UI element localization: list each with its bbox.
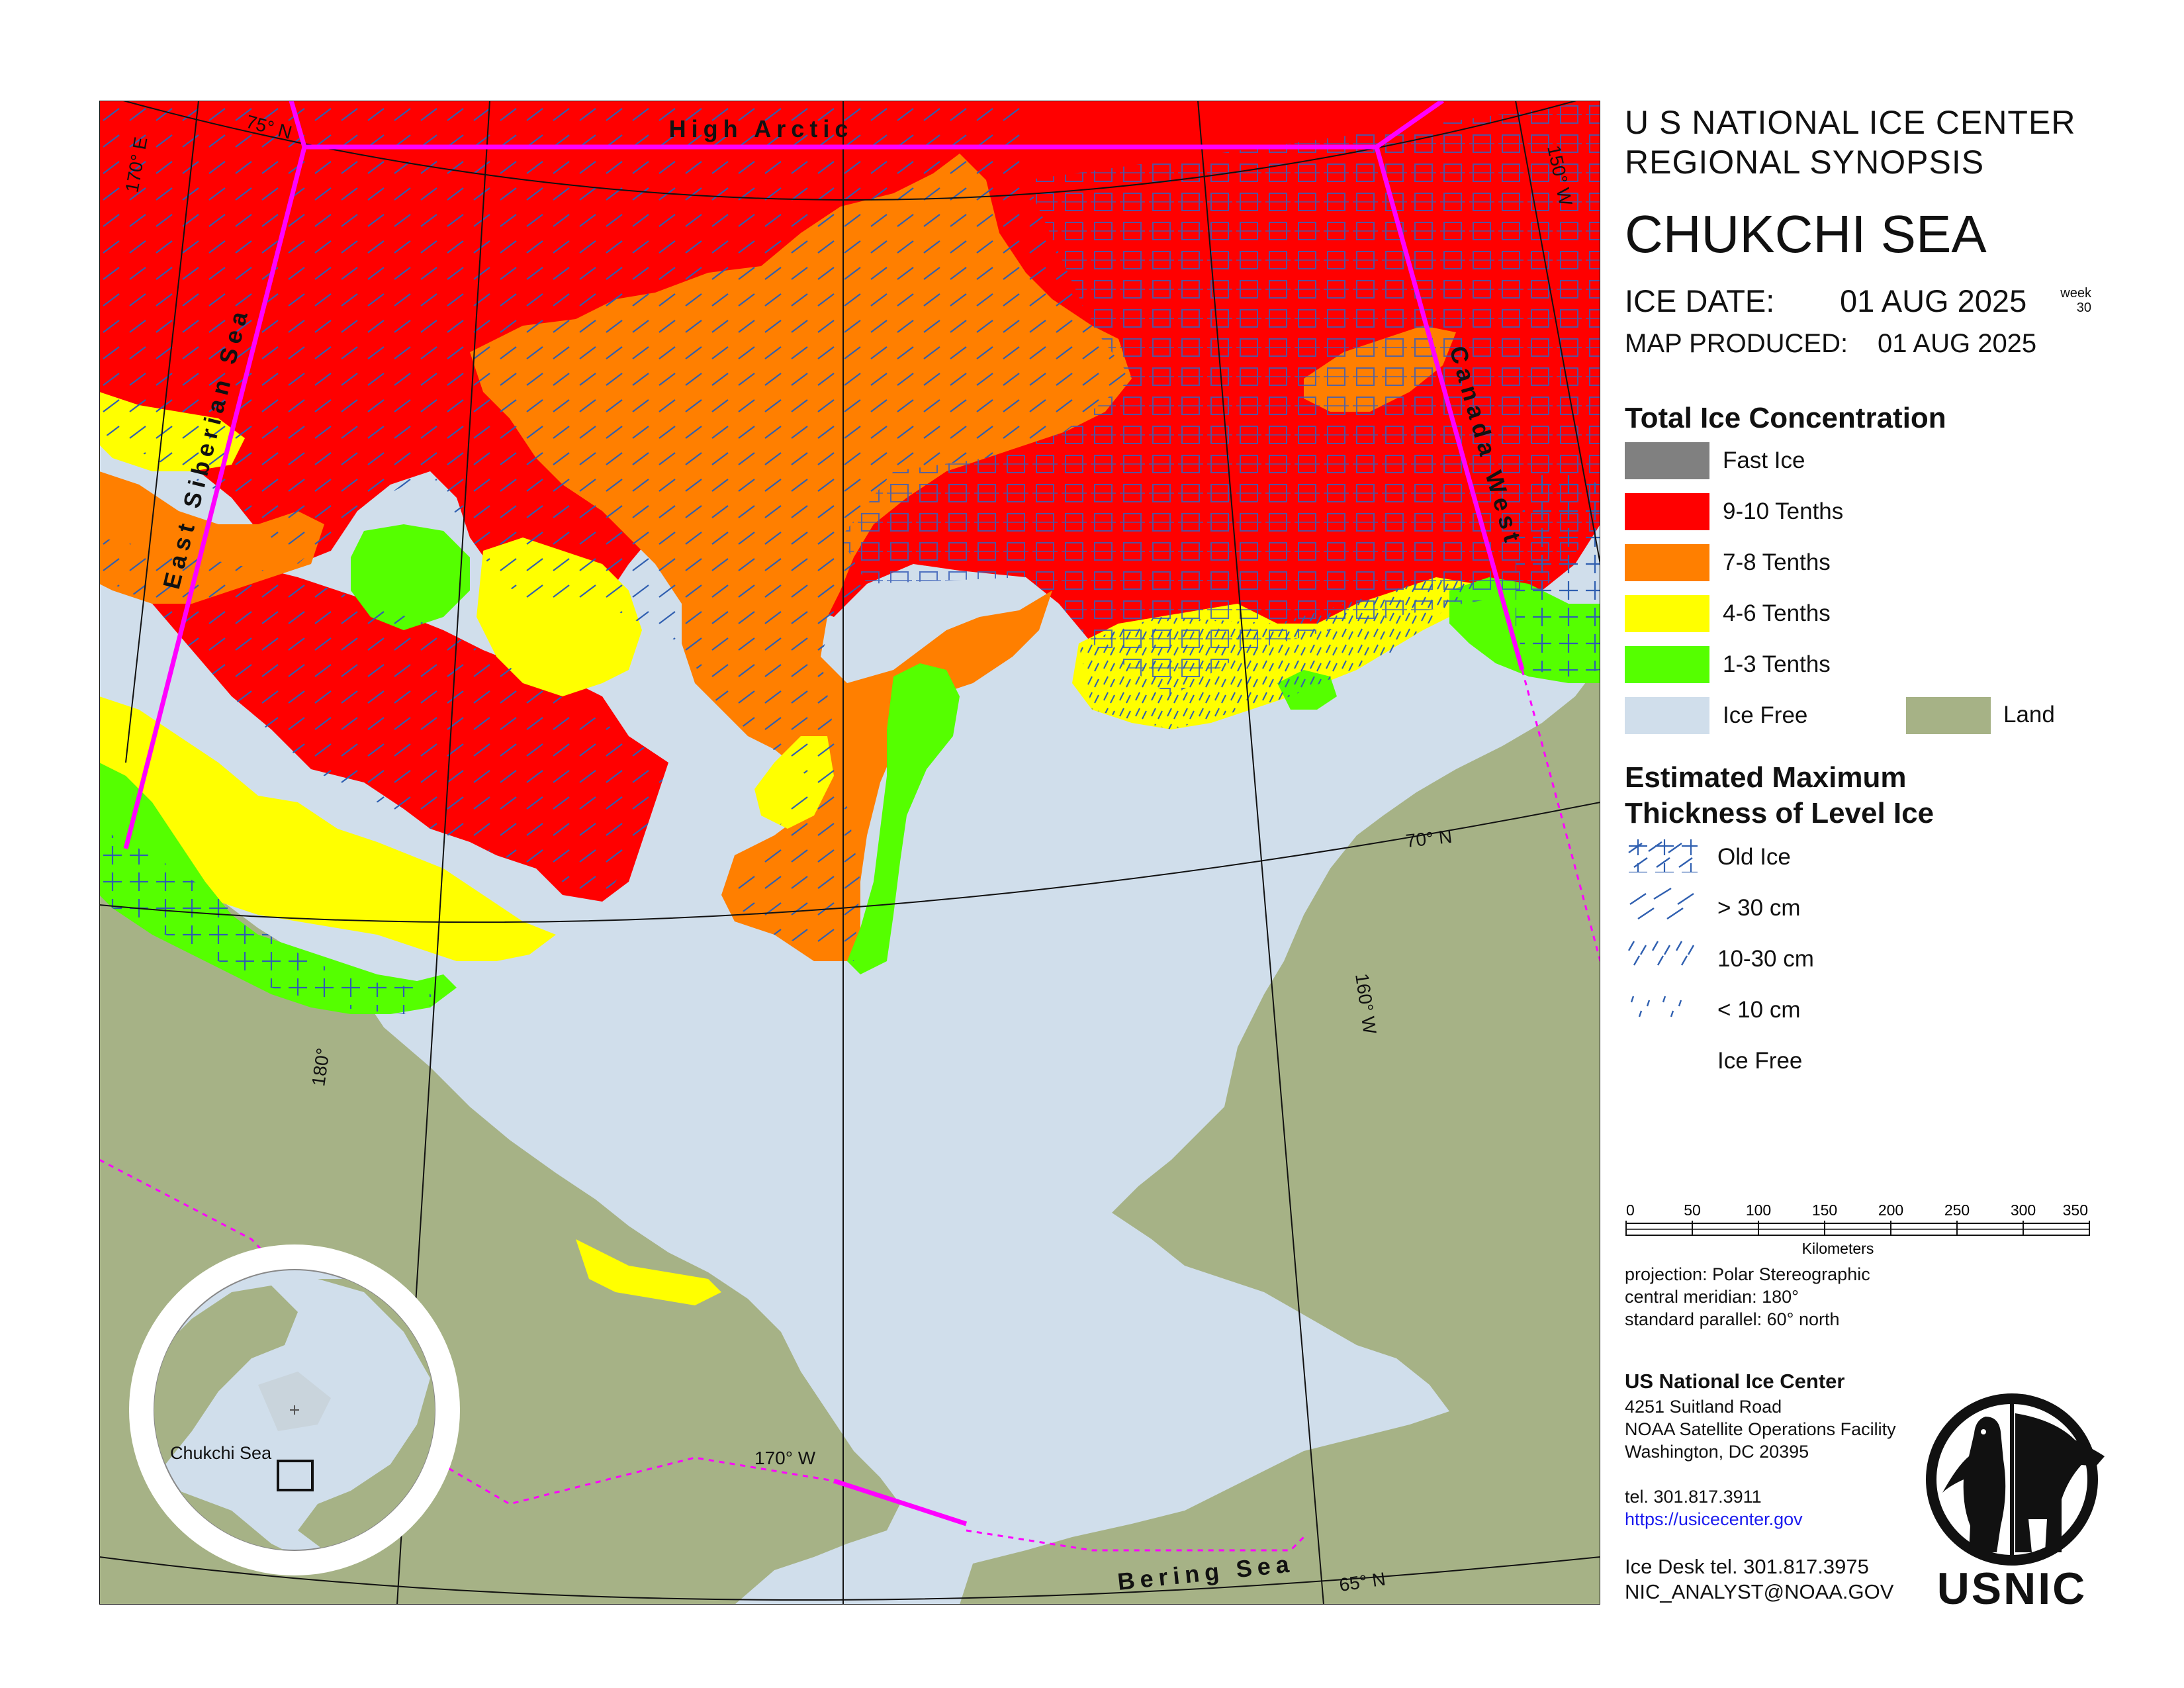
scale-tick-label: 150 xyxy=(1812,1201,1837,1219)
ice-1-3-southcentral xyxy=(847,663,960,974)
boundary-east-siberian xyxy=(123,146,307,849)
legend-thickness-swatches xyxy=(1625,839,1698,1017)
contact-org: US National Ice Center xyxy=(1625,1370,1845,1393)
legend-swatch-9-10-tenths xyxy=(1625,493,1709,530)
legend-swatch-ice-free xyxy=(1625,697,1709,734)
polar-bear-icon xyxy=(2015,1413,2105,1552)
legend-swatch-7-8-tenths xyxy=(1625,544,1709,581)
scale-tick-label: 350 xyxy=(2063,1201,2088,1219)
projection-line2: central meridian: 180° xyxy=(1625,1287,1799,1307)
legend-thickness-label-0: Old Ice xyxy=(1717,844,1791,870)
graticule-lon-170e xyxy=(125,101,199,763)
inset-region-box xyxy=(277,1460,314,1491)
boundary-bering xyxy=(833,1478,968,1526)
legend-thickness-label-3: < 10 cm xyxy=(1717,997,1801,1023)
boundary-eez-bering xyxy=(966,1529,1305,1552)
graticule-lon-150w xyxy=(1515,101,1600,565)
legend-thickness-label-1: > 30 cm xyxy=(1717,895,1801,921)
region-label-high-arctic: High Arctic xyxy=(669,115,854,142)
scale-tick-label: 200 xyxy=(1878,1201,1903,1219)
legend-label-ice-free: Ice Free xyxy=(1723,702,1808,728)
legend-label-land: Land xyxy=(2003,702,2055,727)
thickness-dash-north xyxy=(99,101,1132,961)
boundary-eez-south xyxy=(99,1158,835,1505)
scale-bar: 0 50 100 150 200 250 300 350 Kilometers xyxy=(1625,1201,2090,1257)
scale-tick-label: 100 xyxy=(1746,1201,1771,1219)
header-line1: U S NATIONAL ICE CENTER xyxy=(1625,104,2076,141)
graticule-label-70n: 70° N xyxy=(1404,826,1453,851)
legend-concentration-title: Total Ice Concentration xyxy=(1625,402,1946,434)
thickness-old-ice-north xyxy=(841,101,1600,696)
contact-url-link[interactable]: https://usicecenter.gov xyxy=(1625,1509,1803,1529)
ice-date-value: 01 AUG 2025 xyxy=(1840,283,2027,318)
penguin-icon xyxy=(1942,1417,2006,1552)
ice-1-3-central xyxy=(351,524,470,630)
scale-tick-label: 250 xyxy=(1944,1201,1970,1219)
legend-thickness-title-2: Thickness of Level Ice xyxy=(1625,797,1934,829)
contact-address3: Washington, DC 20395 xyxy=(1625,1442,1809,1462)
legend-swatch-4-6-tenths xyxy=(1625,595,1709,632)
contact-address1: 4251 Suitland Road xyxy=(1625,1397,1782,1417)
thickness-cross-east xyxy=(1516,465,1600,677)
legend-thickness-label-4: Ice Free xyxy=(1717,1048,1803,1074)
projection-line1: projection: Polar Stereographic xyxy=(1625,1264,1870,1284)
thickness-cross-southwest xyxy=(99,829,443,1014)
contact-address2: NOAA Satellite Operations Facility xyxy=(1625,1419,1896,1439)
legend-thickness-title-1: Estimated Maximum xyxy=(1625,761,1907,794)
thickness-small-east xyxy=(1079,577,1476,729)
scale-unit-label: Kilometers xyxy=(1802,1240,1874,1257)
legend-label-4-6-tenths: 4-6 Tenths xyxy=(1723,600,1831,626)
graticule-lat-70 xyxy=(99,802,1600,923)
contact-ice-desk: Ice Desk tel. 301.817.3975 xyxy=(1625,1555,1869,1578)
land-alaska xyxy=(960,663,1600,1605)
boundary-high-arctic xyxy=(289,101,1445,150)
week-label: week xyxy=(2060,286,2091,301)
legend-swatch-1-3-tenths xyxy=(1625,646,1709,683)
inset-label: Chukchi Sea xyxy=(170,1443,272,1463)
legend-label-fast-ice: Fast Ice xyxy=(1723,447,1805,473)
ice-chart-map: High Arctic East Siberian Sea Canada Wes… xyxy=(99,101,1600,1605)
map-produced-value: 01 AUG 2025 xyxy=(1878,329,2037,358)
contact-email[interactable]: NIC_ANALYST@NOAA.GOV xyxy=(1625,1580,1894,1603)
scale-tick-label: 300 xyxy=(2011,1201,2036,1219)
legend-swatch-fast-ice xyxy=(1625,442,1709,479)
page-title: CHUKCHI SEA xyxy=(1625,205,1987,263)
header-line2: REGIONAL SYNOPSIS xyxy=(1625,144,1985,181)
ice-1-3-southwest xyxy=(99,763,457,1014)
graticule-label-170w: 170° W xyxy=(754,1448,816,1468)
legend-thickness-label-2: 10-30 cm xyxy=(1717,946,1814,972)
projection-line3: standard parallel: 60° north xyxy=(1625,1309,1840,1329)
boundary-eez-east xyxy=(1521,669,1600,962)
legend-label-1-3-tenths: 1-3 Tenths xyxy=(1723,651,1831,677)
legend-label-9-10-tenths: 9-10 Tenths xyxy=(1723,498,1844,524)
ice-4-6-south-isle xyxy=(576,1239,721,1305)
usnic-logo: USNIC xyxy=(1926,1393,2105,1612)
land-south-islands xyxy=(1079,1544,1158,1583)
graticule-lon-160w xyxy=(1197,101,1324,1605)
logo-text: USNIC xyxy=(1937,1564,2087,1612)
contact-tel: tel. 301.817.3911 xyxy=(1625,1487,1762,1507)
scale-tick-label: 0 xyxy=(1626,1201,1635,1219)
week-number: 30 xyxy=(2076,301,2091,315)
map-produced-label: MAP PRODUCED: xyxy=(1625,329,1848,358)
legend-panel: U S NATIONAL ICE CENTER REGIONAL SYNOPSI… xyxy=(1625,99,2167,1675)
week-badge: week 30 xyxy=(2052,286,2091,315)
thickness-dash-south xyxy=(99,538,668,902)
ice-date-label: ICE DATE: xyxy=(1625,283,1775,318)
legend-label-7-8-tenths: 7-8 Tenths xyxy=(1723,549,1831,575)
boundary-canada-west xyxy=(1374,146,1525,671)
graticule-lat-65 xyxy=(99,1556,1600,1601)
legend-swatch-land xyxy=(1906,697,1991,734)
scale-tick-label: 50 xyxy=(1684,1201,1701,1219)
locator-inset: Chukchi Sea xyxy=(129,1244,460,1575)
